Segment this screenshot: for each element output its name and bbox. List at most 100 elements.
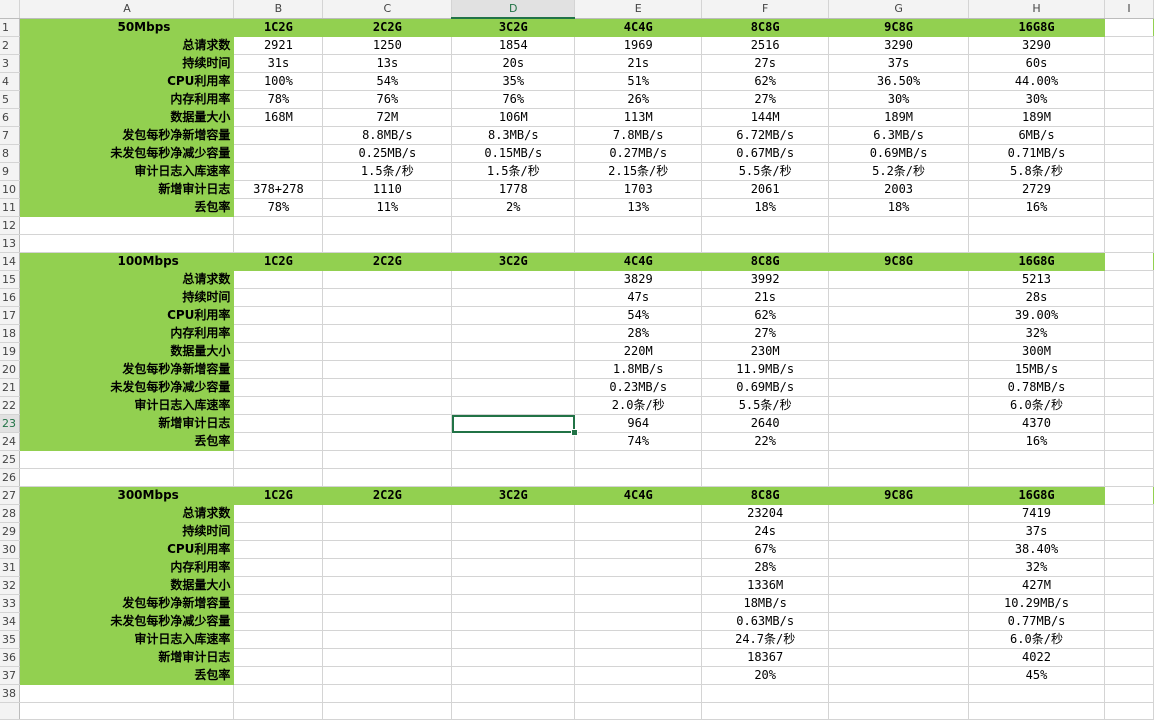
cell[interactable] xyxy=(828,450,970,469)
column-header-c[interactable]: C xyxy=(322,0,453,19)
value-cell[interactable] xyxy=(233,612,324,631)
row-header[interactable]: 24 xyxy=(0,432,21,451)
value-cell[interactable] xyxy=(828,594,970,613)
value-cell[interactable] xyxy=(828,306,970,325)
value-cell[interactable] xyxy=(451,522,576,541)
value-cell[interactable] xyxy=(828,288,970,307)
column-header-i[interactable]: I xyxy=(1104,0,1154,19)
metric-label[interactable]: 总请求数 xyxy=(19,270,235,289)
cell[interactable] xyxy=(1104,198,1154,217)
config-header-cell[interactable]: 8C8G xyxy=(701,18,830,37)
value-cell[interactable]: 3290 xyxy=(968,36,1105,55)
cell[interactable] xyxy=(574,234,703,253)
column-header-e[interactable]: E xyxy=(574,0,703,19)
value-cell[interactable] xyxy=(574,540,703,559)
value-cell[interactable]: 6.0条/秒 xyxy=(968,396,1105,415)
row-header[interactable]: 8 xyxy=(0,144,21,163)
cell[interactable] xyxy=(1104,558,1154,577)
cell[interactable] xyxy=(1104,90,1154,109)
cell[interactable] xyxy=(1104,522,1154,541)
cell[interactable] xyxy=(1104,306,1154,325)
config-header-cell[interactable]: 9C8G xyxy=(828,486,970,505)
fill-handle[interactable] xyxy=(570,428,578,436)
cell[interactable] xyxy=(1104,504,1154,523)
column-header-g[interactable]: G xyxy=(828,0,970,19)
value-cell[interactable]: 5.5条/秒 xyxy=(701,396,830,415)
metric-label[interactable]: 丢包率 xyxy=(19,432,235,451)
cell[interactable] xyxy=(1104,378,1154,397)
value-cell[interactable]: 28s xyxy=(968,288,1105,307)
value-cell[interactable]: 1.8MB/s xyxy=(574,360,703,379)
row-header[interactable]: 23 xyxy=(0,414,21,433)
cell[interactable] xyxy=(19,234,235,253)
config-header-cell[interactable]: 8C8G xyxy=(701,252,830,271)
cell[interactable] xyxy=(1104,648,1154,667)
value-cell[interactable] xyxy=(233,396,324,415)
cell[interactable] xyxy=(828,234,970,253)
metric-label[interactable]: 持续时间 xyxy=(19,522,235,541)
value-cell[interactable] xyxy=(451,396,576,415)
cell[interactable] xyxy=(574,216,703,235)
value-cell[interactable]: 20% xyxy=(701,666,830,685)
value-cell[interactable]: 0.77MB/s xyxy=(968,612,1105,631)
row-header[interactable]: 9 xyxy=(0,162,21,181)
value-cell[interactable]: 8.8MB/s xyxy=(322,126,453,145)
cell[interactable] xyxy=(828,468,970,487)
cell[interactable] xyxy=(1104,72,1154,91)
row-header[interactable]: 15 xyxy=(0,270,21,289)
row-header[interactable]: 11 xyxy=(0,198,21,217)
value-cell[interactable]: 54% xyxy=(574,306,703,325)
value-cell[interactable]: 7.8MB/s xyxy=(574,126,703,145)
section-title[interactable]: 100Mbps xyxy=(19,252,235,271)
value-cell[interactable] xyxy=(233,630,324,649)
value-cell[interactable] xyxy=(451,648,576,667)
value-cell[interactable] xyxy=(451,558,576,577)
cell[interactable] xyxy=(574,450,703,469)
value-cell[interactable] xyxy=(322,630,453,649)
value-cell[interactable] xyxy=(322,666,453,685)
row-header[interactable]: 33 xyxy=(0,594,21,613)
value-cell[interactable] xyxy=(828,612,970,631)
value-cell[interactable]: 4370 xyxy=(968,414,1105,433)
value-cell[interactable]: 47s xyxy=(574,288,703,307)
cell[interactable] xyxy=(701,450,830,469)
config-header-cell[interactable]: 8C8G xyxy=(701,486,830,505)
cell[interactable] xyxy=(1104,144,1154,163)
row-header[interactable]: 7 xyxy=(0,126,21,145)
cell[interactable] xyxy=(701,234,830,253)
value-cell[interactable]: 3992 xyxy=(701,270,830,289)
value-cell[interactable] xyxy=(828,630,970,649)
row-header[interactable]: 10 xyxy=(0,180,21,199)
value-cell[interactable]: 0.71MB/s xyxy=(968,144,1105,163)
value-cell[interactable]: 78% xyxy=(233,90,324,109)
value-cell[interactable]: 1854 xyxy=(451,36,576,55)
cell[interactable] xyxy=(1104,594,1154,613)
value-cell[interactable] xyxy=(828,270,970,289)
metric-label[interactable]: 数据量大小 xyxy=(19,108,235,127)
value-cell[interactable]: 16% xyxy=(968,432,1105,451)
metric-label[interactable]: 数据量大小 xyxy=(19,576,235,595)
value-cell[interactable] xyxy=(451,378,576,397)
value-cell[interactable]: 6.3MB/s xyxy=(828,126,970,145)
cell[interactable] xyxy=(233,468,324,487)
config-header-cell[interactable]: 9C8G xyxy=(828,18,970,37)
value-cell[interactable]: 62% xyxy=(701,306,830,325)
value-cell[interactable] xyxy=(828,576,970,595)
cell[interactable] xyxy=(233,684,324,703)
value-cell[interactable]: 18% xyxy=(701,198,830,217)
metric-label[interactable]: 未发包每秒净减少容量 xyxy=(19,612,235,631)
value-cell[interactable] xyxy=(233,666,324,685)
value-cell[interactable]: 1.5条/秒 xyxy=(451,162,576,181)
value-cell[interactable] xyxy=(233,270,324,289)
value-cell[interactable] xyxy=(828,342,970,361)
value-cell[interactable]: 18MB/s xyxy=(701,594,830,613)
value-cell[interactable] xyxy=(322,378,453,397)
value-cell[interactable]: 2.15条/秒 xyxy=(574,162,703,181)
value-cell[interactable]: 113M xyxy=(574,108,703,127)
value-cell[interactable]: 0.69MB/s xyxy=(701,378,830,397)
value-cell[interactable] xyxy=(451,540,576,559)
cell[interactable] xyxy=(451,234,576,253)
metric-label[interactable]: 持续时间 xyxy=(19,288,235,307)
value-cell[interactable] xyxy=(828,396,970,415)
value-cell[interactable]: 189M xyxy=(968,108,1105,127)
